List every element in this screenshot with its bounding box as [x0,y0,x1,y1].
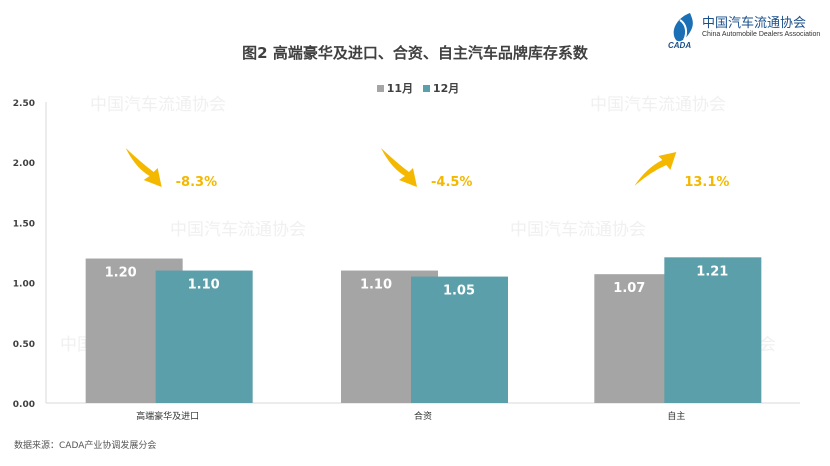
legend-swatch-0 [376,85,384,92]
arrow-up-icon [634,152,677,186]
change-annotation: -8.3% [176,175,217,190]
watermark: 中国汽车流通协会 [90,95,226,115]
y-tick-label: 1.00 [13,280,35,290]
arrow-down-icon [381,148,417,187]
legend: 11月 12月 [0,80,830,96]
legend-label-1: 12月 [432,82,460,95]
logo: CADA 中国汽车流通协会 China Automobile Dealers A… [664,10,830,52]
bar-1-2 [664,257,762,403]
arrow-down-icon [125,148,162,187]
x-tick-label: 自主 [667,410,685,422]
watermark: 中国汽车流通协会 [170,220,306,240]
logo-icon [673,13,693,42]
bar-1-1 [411,276,508,403]
legend-label-0: 11月 [386,82,414,95]
bar-value-label: 1.10 [360,278,392,293]
y-tick-label: 0.00 [13,400,35,410]
bar-value-label: 1.20 [105,266,137,281]
change-annotation: -4.5% [431,175,472,190]
logo-cn: 中国汽车流通协会 [702,16,807,31]
chart-title: 图2 高端豪华及进口、合资、自主汽车品牌库存系数 [242,44,588,62]
data-source: 数据来源：CADA产业协调发展分会 [14,441,157,451]
logo-abbr: CADA [668,41,692,50]
x-tick-label: 高端豪华及进口 [136,410,199,422]
x-tick-label: 合资 [414,410,432,422]
legend-swatch-1 [422,85,430,92]
bar-value-label: 1.10 [188,278,220,293]
bar-value-label: 1.21 [696,264,728,279]
bar-value-label: 1.05 [443,284,475,299]
y-tick-label: 2.00 [13,159,35,169]
bar-value-label: 1.07 [613,281,645,296]
y-tick-label: 2.50 [13,99,35,109]
bar-1-0 [155,270,253,403]
watermark: 中国汽车流通协会 [510,220,646,240]
logo-en: China Automobile Dealers Association [702,31,821,38]
y-tick-label: 0.50 [13,340,35,350]
watermark: 中国汽车流通协会 [590,95,726,115]
y-tick-label: 1.50 [13,219,35,229]
change-annotation: 13.1% [684,175,729,190]
